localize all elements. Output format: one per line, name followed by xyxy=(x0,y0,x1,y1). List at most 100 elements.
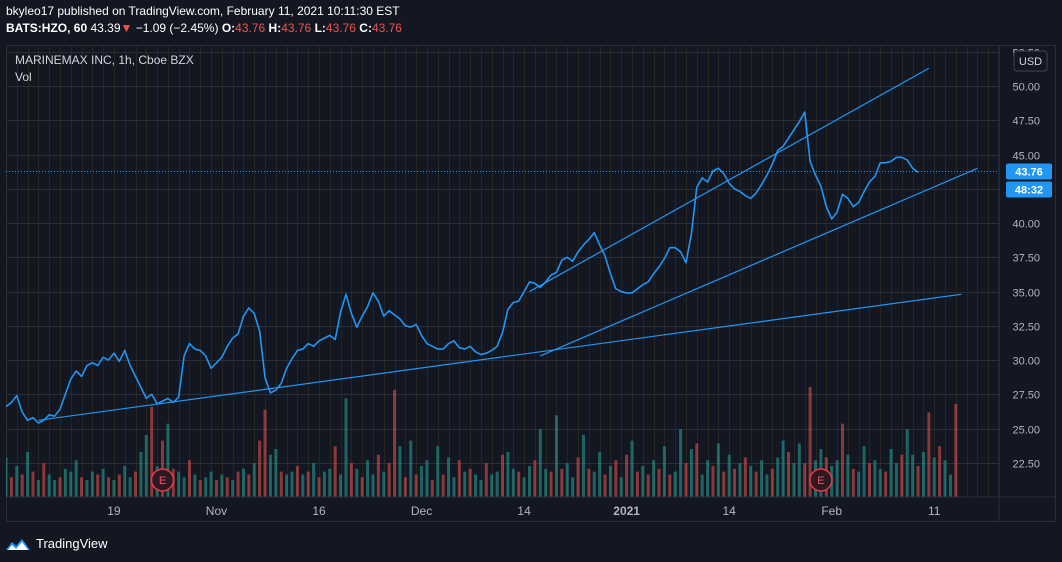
volume-bar xyxy=(53,480,57,497)
legend-title[interactable]: MARINEMAX INC, 1h, Cboe BZX xyxy=(15,53,194,67)
volume-bar xyxy=(187,460,191,497)
volume-bar xyxy=(128,477,132,497)
trend-line xyxy=(540,167,978,357)
open-value: 43.76 xyxy=(235,21,266,35)
trend-line xyxy=(38,293,962,421)
volume-bar xyxy=(328,468,332,497)
volume-bar xyxy=(614,460,618,497)
symbol-interval[interactable]: BATS:HZO, 60 xyxy=(6,21,88,35)
volume-bar xyxy=(501,454,504,497)
close-value: 43.76 xyxy=(371,21,402,35)
volume-bar xyxy=(474,474,478,497)
volume-bar xyxy=(144,434,148,497)
volume-bar xyxy=(495,471,499,497)
volume-bar xyxy=(554,415,558,497)
volume-bar xyxy=(355,468,359,497)
volume-bar xyxy=(835,460,839,497)
volume-bar xyxy=(711,465,715,497)
volume-bar xyxy=(851,468,855,497)
volume-bar xyxy=(457,460,461,497)
volume-bar xyxy=(652,460,656,497)
volume-bar xyxy=(134,471,138,497)
down-arrow-icon: ▼ xyxy=(120,21,133,35)
volume-bar xyxy=(700,474,704,497)
volume-bar xyxy=(290,471,294,497)
price-tick-label: 40.00 xyxy=(1012,219,1040,231)
volume-bar xyxy=(765,474,769,497)
volume-bar xyxy=(198,480,202,497)
volume-bar xyxy=(436,446,440,497)
volume-bar xyxy=(333,446,337,497)
volume-bar xyxy=(42,463,46,497)
time-tick-label: Dec xyxy=(411,504,432,518)
trend-lines xyxy=(38,67,978,421)
volume-bar xyxy=(668,474,672,497)
volume-bar xyxy=(225,477,229,497)
legend-volume[interactable]: Vol xyxy=(15,70,32,84)
volume-bar xyxy=(592,471,596,497)
volume-bar xyxy=(9,477,13,497)
volume-bar xyxy=(26,451,30,497)
volume-bar xyxy=(630,440,634,497)
volume-bar xyxy=(425,460,429,497)
volume-bar xyxy=(517,471,521,497)
price-tick-label: 35.00 xyxy=(1012,288,1040,300)
volume-bar xyxy=(209,471,213,497)
time-tick-label: 11 xyxy=(928,504,941,518)
volume-bar xyxy=(932,457,936,497)
volume-bar xyxy=(943,460,947,497)
volume-bar xyxy=(544,468,548,497)
volume-bar xyxy=(220,474,224,497)
price-tick-label: 25.00 xyxy=(1012,425,1040,437)
volume-bar xyxy=(911,454,915,497)
volume-bar xyxy=(441,474,445,497)
volume-bar xyxy=(706,460,710,497)
volume-bar xyxy=(139,451,143,497)
volume-bar xyxy=(781,440,785,497)
volume-bar xyxy=(322,471,326,497)
volume-bar xyxy=(749,465,753,497)
volume-bar xyxy=(576,457,580,497)
volume-bar xyxy=(878,468,882,497)
volume-bar xyxy=(96,474,100,497)
volume-bar xyxy=(463,471,467,497)
volume-bar xyxy=(797,443,801,497)
volume-bar xyxy=(312,463,316,497)
time-tick-label: 19 xyxy=(107,504,121,518)
volume-bar xyxy=(80,477,84,497)
volume-bar xyxy=(689,449,693,497)
time-tick-label: 2021 xyxy=(613,504,640,518)
time-tick-label: 14 xyxy=(517,504,531,518)
price-tick-label: 47.50 xyxy=(1012,116,1040,128)
volume-bar xyxy=(150,406,154,497)
currency-button[interactable]: USD xyxy=(1013,50,1048,72)
volume-bar xyxy=(398,446,402,497)
volume-bar xyxy=(673,471,677,497)
tradingview-footer[interactable]: TradingView xyxy=(6,536,108,551)
volume-bar xyxy=(4,457,8,497)
close-label: C: xyxy=(359,21,372,35)
volume-bar xyxy=(285,474,289,497)
volume-bar xyxy=(241,468,245,497)
volume-bar xyxy=(862,446,866,497)
volume-bar xyxy=(452,477,456,497)
volume-bar xyxy=(420,465,424,497)
volume-bar xyxy=(511,468,515,497)
time-axis[interactable]: 19 Nov 16 Dec 14 2021 14 Feb 11 xyxy=(107,504,941,518)
volume-bar xyxy=(527,465,531,497)
volume-bar xyxy=(873,460,877,497)
volume-bar xyxy=(808,387,812,497)
volume-bar xyxy=(36,480,40,497)
volume-bar xyxy=(414,474,418,497)
volume-bar xyxy=(733,468,737,497)
high-value: 43.76 xyxy=(281,21,312,35)
price-tick-label: 45.00 xyxy=(1012,151,1040,163)
volume-bar xyxy=(565,463,569,497)
bar-countdown: 48:32 xyxy=(1015,185,1043,197)
volume-bar xyxy=(479,480,483,497)
volume-bar xyxy=(490,474,494,497)
volume-bar xyxy=(695,443,699,497)
